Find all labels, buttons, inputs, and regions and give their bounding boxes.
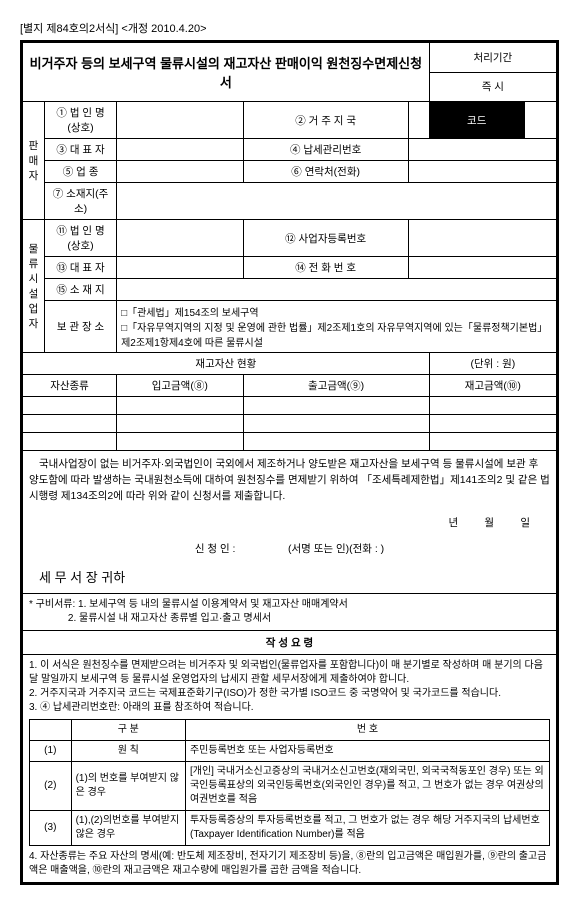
storage-label: 보 관 장 소 xyxy=(45,301,117,353)
field-11-input[interactable] xyxy=(117,220,243,257)
field-11-label: ⑪ 법 인 명 (상호) xyxy=(45,220,117,257)
row-3-b: 투자등록증상의 투자등록번호를 적고, 그 번호가 없는 경우 해당 거주지국의… xyxy=(185,811,549,846)
table-row[interactable] xyxy=(23,415,117,433)
logistics-section-label: 물류 시설 업자 xyxy=(23,220,45,353)
process-period-label: 처리기간 xyxy=(429,43,556,73)
form-header: [별지 제84호의2서식] <개정 2010.4.20> xyxy=(20,20,559,36)
field-13-label: ⑬ 대 표 자 xyxy=(45,257,117,279)
field-3-label: ③ 대 표 자 xyxy=(45,139,117,161)
field-15-label: ⑮ 소 재 지 xyxy=(45,279,117,301)
field-5-input[interactable] xyxy=(117,161,243,183)
inventory-title: 재고자산 현황 xyxy=(23,353,430,375)
field-3-input[interactable] xyxy=(117,139,243,161)
col-stock-amount: 재고금액(⑩) xyxy=(429,375,556,397)
description-box: 국내사업장이 없는 비거주자·외국법인이 국외에서 제조하거나 양도받은 재고자… xyxy=(23,451,557,594)
storage-desc: □「관세법」제154조의 보세구역 □「자유무역지역의 지정 및 운영에 관한 … xyxy=(117,301,557,353)
col-asset-type: 자산종류 xyxy=(23,375,117,397)
field-5-label: ⑤ 업 종 xyxy=(45,161,117,183)
table-row[interactable] xyxy=(243,397,429,415)
table-row[interactable] xyxy=(117,397,243,415)
row-2-b: [개인] 국내거소신고증상의 국내거소신고번호(재외국민, 외국국적동포인 경우… xyxy=(185,762,549,811)
table-row[interactable] xyxy=(429,415,556,433)
guide-title: 작 성 요 령 xyxy=(23,631,557,655)
table-row[interactable] xyxy=(429,397,556,415)
process-period-value: 즉 시 xyxy=(429,72,556,102)
table-row[interactable] xyxy=(117,415,243,433)
field-1-label: ① 법 인 명 (상호) xyxy=(45,102,117,139)
field-14-input[interactable] xyxy=(408,257,556,279)
code-input[interactable] xyxy=(524,102,556,139)
field-15-input[interactable] xyxy=(117,279,557,301)
field-6-label: ⑥ 연락처(전화) xyxy=(243,161,408,183)
table-row[interactable] xyxy=(243,433,429,451)
field-6-input[interactable] xyxy=(408,161,556,183)
row-2-a: (1)의 번호를 부여받지 않은 경우 xyxy=(71,762,185,811)
applicant-label: 신 청 인 : xyxy=(195,543,236,555)
form-title: 비거주자 등의 보세구역 물류시설의 재고자산 판매이익 원천징수면제신청서 xyxy=(23,43,430,102)
field-7-input[interactable] xyxy=(117,183,557,220)
field-12-label: ⑫ 사업자등록번호 xyxy=(243,220,408,257)
row-1-a: 원 칙 xyxy=(71,741,185,762)
row-num: (2) xyxy=(30,762,72,811)
seller-section-label: 판 매 자 xyxy=(23,102,45,220)
table-row[interactable] xyxy=(429,433,556,451)
table-row[interactable] xyxy=(117,433,243,451)
field-1-input[interactable] xyxy=(117,102,243,139)
required-docs: * 구비서류: 1. 보세구역 등 내의 물류시설 이용계약서 및 재고자산 매… xyxy=(23,594,557,631)
field-12-input[interactable] xyxy=(408,220,556,257)
main-form-table: 비거주자 등의 보세구역 물류시설의 재고자산 판매이익 원천징수면제신청서 처… xyxy=(22,42,557,883)
field-13-input[interactable] xyxy=(117,257,243,279)
guide-text: 1. 이 서식은 원천징수를 면제받으려는 비거주자 및 외국법인(물류업자를 … xyxy=(23,655,557,883)
table-row[interactable] xyxy=(23,397,117,415)
code-label: 코드 xyxy=(429,102,524,139)
table-row[interactable] xyxy=(243,415,429,433)
row-num: (3) xyxy=(30,811,72,846)
signature-note: (서명 또는 인)(전화 : ) xyxy=(288,543,384,555)
inventory-unit: (단위 : 원) xyxy=(429,353,556,375)
field-7-label: ⑦ 소재지(주소) xyxy=(45,183,117,220)
field-2-label: ② 거 주 지 국 xyxy=(243,102,408,139)
sub-col-2: 번 호 xyxy=(185,720,549,741)
row-num: (1) xyxy=(30,741,72,762)
field-14-label: ⑭ 전 화 번 호 xyxy=(243,257,408,279)
field-4-input[interactable] xyxy=(408,139,556,161)
field-4-label: ④ 납세관리번호 xyxy=(243,139,408,161)
receiver: 세 무 서 장 귀하 xyxy=(29,568,550,588)
field-2-input[interactable] xyxy=(408,102,429,139)
col-in-amount: 입고금액(⑧) xyxy=(117,375,243,397)
table-row[interactable] xyxy=(23,433,117,451)
sub-col-1: 구 분 xyxy=(71,720,185,741)
row-1-b: 주민등록번호 또는 사업자등록번호 xyxy=(185,741,549,762)
col-out-amount: 출고금액(⑨) xyxy=(243,375,429,397)
row-3-a: (1),(2)의번호를 부여받지 않은 경우 xyxy=(71,811,185,846)
